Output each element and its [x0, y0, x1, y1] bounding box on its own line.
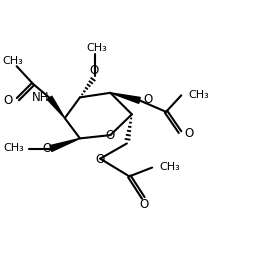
Text: O: O: [95, 153, 104, 166]
Text: NH: NH: [31, 91, 49, 104]
Text: CH₃: CH₃: [86, 43, 107, 53]
Polygon shape: [47, 96, 65, 118]
Text: CH₃: CH₃: [3, 56, 23, 66]
Text: CH₃: CH₃: [188, 90, 209, 100]
Text: O: O: [140, 198, 149, 211]
Text: O: O: [106, 129, 115, 142]
Polygon shape: [50, 138, 80, 151]
Text: CH₃: CH₃: [159, 162, 180, 172]
Text: O: O: [89, 64, 99, 77]
Text: O: O: [4, 94, 13, 107]
Polygon shape: [110, 93, 140, 103]
Text: CH₃: CH₃: [4, 143, 24, 153]
Text: O: O: [144, 93, 153, 106]
Text: O: O: [43, 141, 52, 154]
Text: O: O: [185, 127, 194, 140]
